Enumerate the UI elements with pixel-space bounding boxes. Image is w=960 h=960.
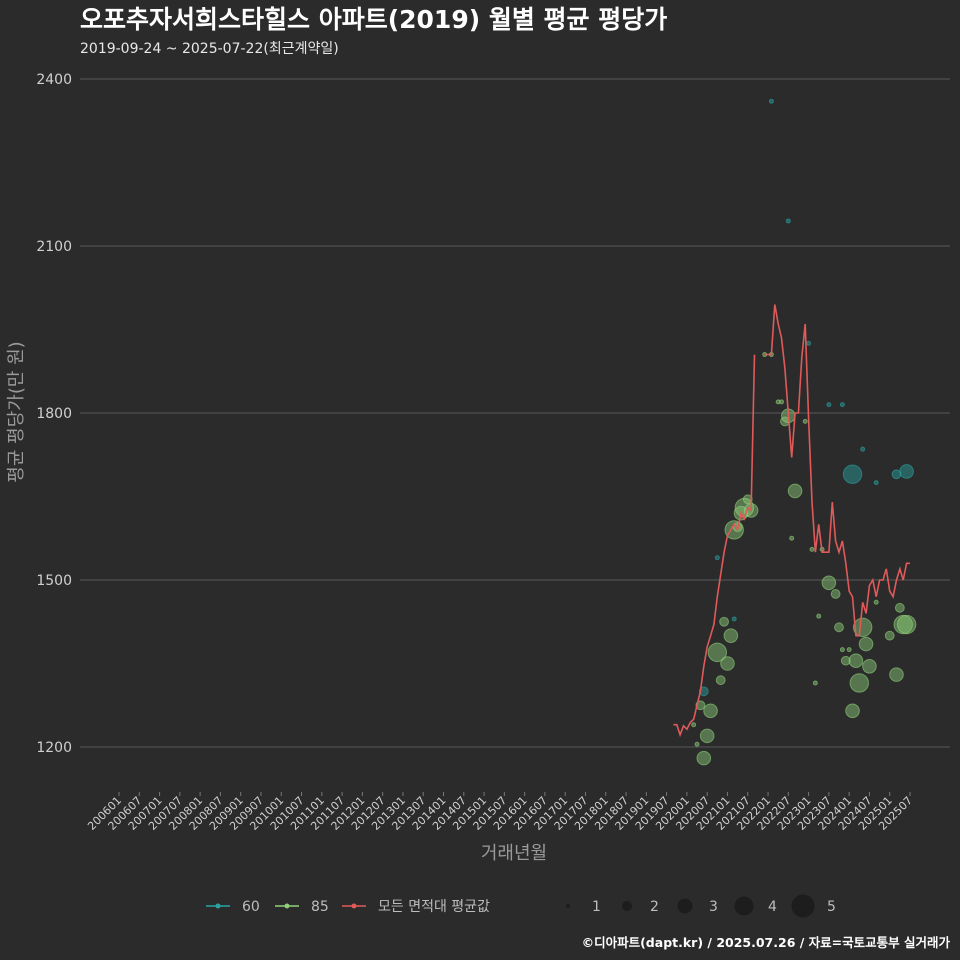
data-point-85	[858, 636, 874, 652]
legend-label-60: 60	[242, 899, 260, 915]
data-point-85	[896, 614, 917, 635]
data-point-85	[715, 675, 726, 686]
data-point-60	[839, 402, 845, 408]
data-point-85	[840, 655, 851, 666]
data-point-85	[821, 575, 837, 591]
data-point-85	[789, 535, 795, 541]
data-point-60	[842, 464, 863, 484]
data-point-85	[787, 483, 803, 499]
data-point-60	[698, 686, 709, 697]
y-tick-label: 1800	[36, 406, 72, 422]
data-point-85	[845, 703, 860, 719]
data-point-85	[848, 653, 864, 669]
legend-key-dot	[284, 903, 290, 909]
data-point-85	[889, 667, 904, 682]
legend-size-label: 4	[768, 899, 777, 915]
legend-label-average: 모든 면적대 평균값	[378, 899, 490, 915]
y-tick-label: 2100	[36, 239, 72, 255]
chart-title: 오포추자서희스타힐스 아파트(2019) 월별 평균 평당가	[80, 5, 667, 34]
data-point-60	[826, 402, 832, 408]
data-point-85	[816, 613, 822, 619]
data-point-85	[830, 589, 841, 599]
data-point-60	[806, 340, 812, 346]
legend-key-dot	[215, 903, 221, 909]
legend: 60 85 모든 면적대 평균값 1 2 3 4	[206, 894, 836, 918]
average-line-layer	[673, 304, 910, 738]
data-point-85	[742, 494, 753, 505]
data-point-85	[884, 630, 895, 641]
legend-item-60: 60	[206, 899, 260, 915]
data-point-85	[894, 602, 905, 613]
y-axis-label: 평균 평당가(만 원)	[6, 341, 27, 482]
legend-size-label: 5	[827, 899, 836, 915]
data-point-85	[849, 673, 869, 693]
data-point-60	[768, 98, 774, 104]
data-point-85	[839, 647, 845, 653]
data-point-85	[852, 617, 873, 638]
data-point-85	[720, 656, 735, 671]
average-line	[673, 354, 756, 738]
data-point-85	[846, 647, 852, 653]
legend-size-dot	[677, 898, 693, 914]
legend-size-1: 1	[566, 899, 601, 915]
data-point-60	[714, 555, 720, 561]
legend-size-4: 4	[734, 896, 777, 916]
legend-size-label: 1	[592, 899, 601, 915]
legend-size-label: 2	[650, 899, 659, 915]
data-point-85	[719, 616, 729, 627]
legend-item-average: 모든 면적대 평균값	[342, 899, 490, 915]
y-tick-label: 1500	[36, 573, 72, 589]
average-line	[764, 304, 910, 637]
y-tick-label: 1200	[36, 740, 72, 756]
data-point-85	[779, 399, 785, 405]
chart-subtitle: 2019-09-24 ~ 2025-07-22(최근계약일)	[80, 41, 339, 57]
legend-size-dot	[566, 904, 570, 908]
legend-size-5: 5	[791, 894, 836, 918]
legend-size-dot	[734, 896, 754, 916]
legend-size-3: 3	[677, 898, 718, 915]
data-point-85	[812, 680, 818, 686]
data-point-85	[694, 741, 700, 747]
legend-item-85: 85	[275, 899, 329, 915]
data-point-60	[860, 446, 866, 452]
source-caption: ©디아파트(dapt.kr) / 2025.07.26 / 자료=국토교통부 실…	[582, 935, 951, 950]
legend-key-dot	[351, 903, 357, 909]
data-point-85	[802, 418, 808, 424]
data-point-85	[699, 728, 715, 744]
data-point-60	[785, 218, 791, 224]
x-axis-ticks: 2006012006072007012007072008012008072009…	[85, 792, 915, 833]
data-point-60	[731, 616, 737, 622]
x-axis-label: 거래년월	[481, 843, 547, 864]
data-point-85	[873, 599, 879, 605]
data-point-85	[707, 642, 728, 663]
data-point-85	[775, 399, 781, 405]
data-point-85	[723, 628, 739, 643]
legend-size-label: 3	[709, 899, 718, 915]
scatter-points	[691, 98, 917, 766]
data-point-85	[862, 658, 877, 674]
data-point-85	[691, 722, 697, 728]
data-point-85	[834, 622, 844, 633]
data-point-85	[696, 750, 712, 766]
legend-size-dot	[791, 894, 815, 918]
y-tick-label: 2400	[36, 72, 72, 88]
grid-lines	[80, 78, 950, 748]
data-point-85	[809, 546, 815, 552]
legend-label-85: 85	[311, 899, 329, 915]
data-point-60	[873, 480, 879, 486]
legend-size-dot	[622, 901, 632, 911]
y-axis-ticks: 1200 1500 1800 2100 2400	[36, 72, 72, 756]
data-point-60	[899, 464, 914, 479]
legend-size-2: 2	[622, 899, 659, 915]
data-point-85	[703, 703, 718, 719]
